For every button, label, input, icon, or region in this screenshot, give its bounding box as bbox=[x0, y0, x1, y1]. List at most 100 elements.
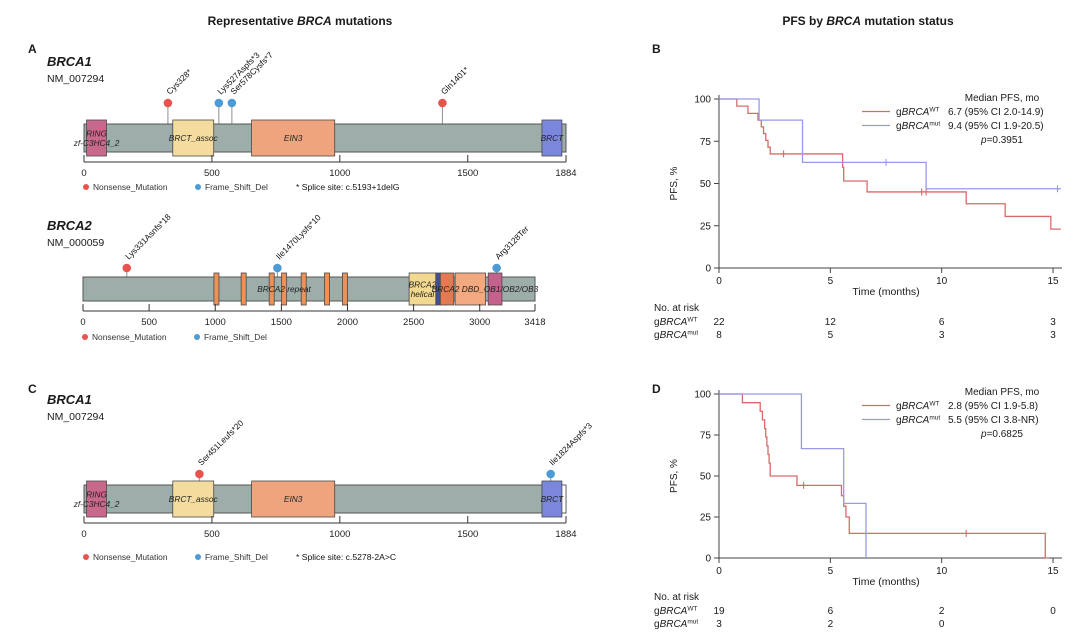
svg-text:0: 0 bbox=[705, 264, 711, 275]
svg-text:gBRCAWT: gBRCAWT bbox=[654, 317, 697, 329]
svg-text:8: 8 bbox=[716, 330, 722, 341]
svg-text:5: 5 bbox=[828, 276, 834, 287]
svg-text:gBRCAmut: gBRCAmut bbox=[896, 415, 940, 427]
svg-text:3: 3 bbox=[716, 619, 722, 630]
svg-text:Frame_Shift_Del: Frame_Shift_Del bbox=[204, 332, 267, 342]
svg-text:Median PFS, mo: Median PFS, mo bbox=[965, 93, 1040, 104]
svg-text:500: 500 bbox=[204, 168, 220, 179]
svg-text:9.4 (95% CI 1.9-20.5): 9.4 (95% CI 1.9-20.5) bbox=[948, 121, 1044, 132]
svg-text:6.7 (95% CI 2.0-14.9): 6.7 (95% CI 2.0-14.9) bbox=[948, 107, 1044, 118]
svg-text:PFS, %: PFS, % bbox=[669, 166, 680, 200]
svg-text:3: 3 bbox=[1050, 317, 1056, 328]
svg-text:15: 15 bbox=[1047, 566, 1059, 577]
svg-text:75: 75 bbox=[700, 137, 712, 148]
svg-text:2500: 2500 bbox=[403, 317, 424, 328]
svg-text:2: 2 bbox=[939, 606, 945, 617]
svg-text:BRCT: BRCT bbox=[541, 133, 565, 143]
svg-text:gBRCAmut: gBRCAmut bbox=[654, 619, 698, 631]
gene-heading-brca2-panel-a: BRCA2 bbox=[47, 218, 92, 233]
svg-text:Time (months): Time (months) bbox=[852, 286, 919, 298]
svg-text:6: 6 bbox=[828, 606, 834, 617]
svg-text:BRCA2 repeat: BRCA2 repeat bbox=[257, 284, 311, 294]
svg-text:2.8 (95% CI 1.9-5.8): 2.8 (95% CI 1.9-5.8) bbox=[948, 401, 1038, 412]
figure-title-right: PFS by BRCA mutation status bbox=[650, 14, 1086, 28]
svg-text:Frame_Shift_Del: Frame_Shift_Del bbox=[205, 552, 268, 562]
svg-text:15: 15 bbox=[1047, 276, 1059, 287]
svg-text:1884: 1884 bbox=[555, 168, 576, 179]
svg-text:Ile1824Aspfs*3: Ile1824Aspfs*3 bbox=[547, 420, 594, 467]
svg-text:Nonsense_Mutation: Nonsense_Mutation bbox=[92, 332, 167, 342]
title-right-pre: PFS by bbox=[782, 14, 827, 28]
svg-text:3418: 3418 bbox=[524, 317, 545, 328]
svg-text:RING: RING bbox=[86, 490, 107, 500]
svg-text:BRCT_assoc: BRCT_assoc bbox=[169, 133, 219, 143]
svg-text:Nonsense_Mutation: Nonsense_Mutation bbox=[93, 182, 168, 192]
title-left-pre: Representative bbox=[207, 14, 298, 28]
svg-text:p=0.3951: p=0.3951 bbox=[980, 135, 1023, 146]
svg-text:Time (months): Time (months) bbox=[852, 576, 919, 588]
svg-text:25: 25 bbox=[700, 513, 712, 524]
svg-text:500: 500 bbox=[141, 317, 157, 328]
svg-text:100: 100 bbox=[694, 95, 711, 106]
km-plot-panel-b: 0 25 50 75 100 0 5 10 15 PFS, % Time (months) Media… bbox=[654, 93, 1062, 342]
svg-text:19: 19 bbox=[713, 606, 725, 617]
svg-text:BRCA2: BRCA2 bbox=[409, 280, 437, 290]
figure-title-left: Representative BRCA mutations bbox=[0, 14, 600, 28]
panel-label-a: A bbox=[28, 42, 37, 56]
transcript-brca1-panel-c: NM_007294 bbox=[47, 411, 105, 423]
svg-text:1500: 1500 bbox=[457, 529, 478, 540]
svg-text:2000: 2000 bbox=[337, 317, 358, 328]
svg-text:zf-C3HC4_2: zf-C3HC4_2 bbox=[73, 499, 120, 509]
svg-text:0: 0 bbox=[939, 619, 945, 630]
svg-text:0: 0 bbox=[81, 168, 86, 179]
svg-text:gBRCAmut: gBRCAmut bbox=[654, 330, 698, 342]
svg-text:zf-C3HC4_2: zf-C3HC4_2 bbox=[73, 138, 120, 148]
gene-heading-brca1-panel-a: BRCA1 bbox=[47, 54, 92, 69]
svg-text:Ser451Leufs*20: Ser451Leufs*20 bbox=[196, 418, 246, 468]
title-left-gene: BRCA bbox=[297, 14, 332, 28]
svg-text:3: 3 bbox=[1050, 330, 1056, 341]
svg-text:10: 10 bbox=[936, 566, 948, 577]
svg-text:helical: helical bbox=[411, 289, 436, 299]
svg-text:Median PFS, mo: Median PFS, mo bbox=[965, 387, 1040, 398]
svg-text:0: 0 bbox=[1050, 606, 1056, 617]
svg-text:5: 5 bbox=[828, 566, 834, 577]
km-plot-panel-d: 0 25 50 75 100 0 5 10 15 PFS, % Time (months) Media… bbox=[654, 387, 1062, 631]
transcript-brca1-panel-a: NM_007294 bbox=[47, 73, 105, 85]
svg-text:BRCT_assoc: BRCT_assoc bbox=[169, 494, 219, 504]
svg-text:Lys331Asnfs*18: Lys331Asnfs*18 bbox=[123, 212, 173, 262]
svg-text:1500: 1500 bbox=[271, 317, 292, 328]
title-right-gene: BRCA bbox=[826, 14, 861, 28]
svg-text:1884: 1884 bbox=[555, 529, 576, 540]
svg-text:No. at risk: No. at risk bbox=[654, 303, 700, 314]
svg-text:0: 0 bbox=[80, 317, 85, 328]
svg-text:50: 50 bbox=[700, 472, 712, 483]
svg-text:0: 0 bbox=[716, 276, 722, 287]
svg-text:* Splice site: c.5193+1delG: * Splice site: c.5193+1delG bbox=[296, 182, 400, 192]
svg-text:75: 75 bbox=[700, 431, 712, 442]
svg-text:gBRCAWT: gBRCAWT bbox=[896, 107, 939, 119]
svg-text:Gln1401*: Gln1401* bbox=[439, 64, 471, 96]
svg-text:10: 10 bbox=[936, 276, 948, 287]
svg-text:12: 12 bbox=[825, 317, 837, 328]
transcript-brca2-panel-a: NM_000059 bbox=[47, 237, 105, 249]
svg-text:50: 50 bbox=[700, 179, 712, 190]
svg-text:1000: 1000 bbox=[205, 317, 226, 328]
svg-text:EIN3: EIN3 bbox=[284, 494, 303, 504]
svg-text:Nonsense_Mutation: Nonsense_Mutation bbox=[93, 552, 168, 562]
svg-text:0: 0 bbox=[705, 554, 711, 565]
svg-text:1500: 1500 bbox=[457, 168, 478, 179]
svg-text:Cys328*: Cys328* bbox=[164, 66, 194, 96]
svg-text:gBRCAWT: gBRCAWT bbox=[654, 606, 697, 618]
title-left-post: mutations bbox=[331, 14, 393, 28]
svg-text:Ile1470Lysfs*10: Ile1470Lysfs*10 bbox=[274, 212, 323, 261]
svg-text:100: 100 bbox=[694, 390, 711, 401]
svg-text:PFS, %: PFS, % bbox=[669, 459, 680, 493]
svg-text:5.5 (95% CI 3.8-NR): 5.5 (95% CI 3.8-NR) bbox=[948, 415, 1039, 426]
svg-text:6: 6 bbox=[939, 317, 945, 328]
svg-text:Frame_Shift_Del: Frame_Shift_Del bbox=[205, 182, 268, 192]
